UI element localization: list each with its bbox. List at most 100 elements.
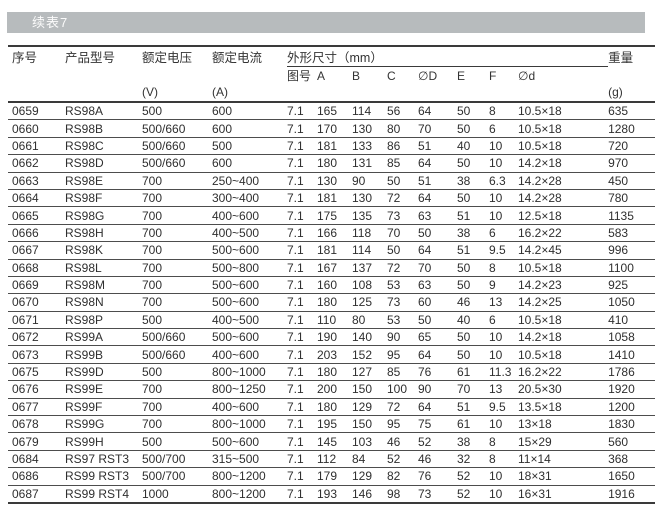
table-cell: 127	[352, 363, 387, 382]
table-cell: 98	[387, 485, 418, 504]
table-cell: 11.3	[489, 363, 518, 382]
table-cell: 7.1	[287, 363, 317, 382]
subheader-e: E	[457, 68, 466, 83]
table-row: 0662 RS98D 500/660 600 7.1 180 131 85 64 50 10 14.2…	[8, 154, 656, 173]
table-cell: 73	[387, 206, 418, 225]
table-cell: 90	[352, 172, 387, 190]
table-cell: 38	[457, 224, 489, 243]
table-cell: 8	[489, 102, 518, 121]
table-cell: 60	[418, 293, 457, 312]
table-cell: 800~1200	[212, 467, 287, 486]
table-cell: 75	[418, 415, 457, 434]
table-cell: 200	[317, 380, 352, 399]
table-cell: 80	[387, 119, 418, 138]
table-cell: 7.1	[287, 398, 317, 417]
table-cell: 180	[317, 154, 352, 173]
table-cell: 114	[352, 241, 387, 260]
table-cell: 170	[317, 119, 352, 138]
table-cell: 500	[142, 432, 212, 451]
table-cell: RS98C	[65, 137, 142, 156]
table-cell: 38	[457, 432, 489, 451]
table-cell: 0675	[8, 363, 65, 382]
table-cell: 7.1	[287, 102, 317, 121]
table-cell: 73	[418, 485, 457, 504]
table-row: 0679 RS99H 500 500~600 7.1 145 103 46 52 38 8 15×29…	[8, 432, 656, 451]
table-cell: RS98K	[65, 241, 142, 260]
table-cell: 70	[418, 119, 457, 138]
table-cell: 400~600	[212, 206, 287, 225]
table-cell: 500~600	[212, 432, 287, 451]
header-current: 额定电流	[212, 45, 287, 67]
table-cell: 90	[387, 328, 418, 347]
table-cell: 53	[387, 311, 418, 330]
table-cell: 76	[418, 467, 457, 486]
table-cell: 250~400	[212, 172, 287, 190]
table-cell: 700	[142, 415, 212, 434]
unit-weight: (g)	[608, 84, 656, 103]
table-cell: 7.1	[287, 137, 317, 156]
table-cell: 6.3	[489, 172, 518, 190]
table-cell: 700	[142, 380, 212, 399]
table-cell: 1786	[608, 363, 656, 382]
table-cell: 129	[352, 467, 387, 486]
table-cell: 500~600	[212, 328, 287, 347]
table-cell: 800~1200	[212, 485, 287, 504]
table-cell: 10	[489, 415, 518, 434]
table-cell: 64	[418, 398, 457, 417]
table-cell: 500/660	[142, 154, 212, 173]
table-cell: 40	[457, 311, 489, 330]
table-cell: 95	[387, 345, 418, 364]
table-cell: 61	[457, 415, 489, 434]
unit-voltage: (V)	[142, 84, 212, 103]
table-cell: 0659	[8, 102, 65, 121]
table-cell: 114	[352, 102, 387, 121]
table-cell: 46	[418, 450, 457, 469]
table-cell: 10	[489, 467, 518, 486]
table-cell: 72	[387, 398, 418, 417]
subheader-f: F	[489, 68, 497, 83]
table-cell: 65	[418, 328, 457, 347]
table-cell: 51	[457, 241, 489, 260]
table-cell: 50	[457, 328, 489, 347]
table-cell: 315~500	[212, 450, 287, 469]
table-cell: 0662	[8, 154, 65, 173]
table-cell: 175	[317, 206, 352, 225]
table-cell: 13.5×18	[518, 398, 609, 417]
table-cell: 500	[212, 137, 287, 156]
table-cell: 0665	[8, 206, 65, 225]
table-cell: 500/660	[142, 137, 212, 156]
table-cell: 166	[317, 224, 352, 243]
table-cell: 14.2×23	[518, 276, 609, 295]
table-cell: 0671	[8, 311, 65, 330]
table-cell: 7.1	[287, 415, 317, 434]
table-cell: 112	[317, 450, 352, 469]
table-cell: 10.5×18	[518, 119, 609, 138]
table-cell: 7.1	[287, 259, 317, 277]
table-cell: 10	[489, 189, 518, 208]
table-cell: 7.1	[287, 119, 317, 138]
table-cell: 7.1	[287, 328, 317, 347]
table-cell: 9	[489, 276, 518, 295]
table-cell: 145	[317, 432, 352, 451]
table-cell: RS99 RST4	[65, 485, 142, 504]
table-cell: 70	[418, 259, 457, 277]
table-cell: 32	[457, 450, 489, 469]
table-cell: 0661	[8, 137, 65, 156]
table-cell: 970	[608, 154, 656, 173]
table-cell: 0666	[8, 224, 65, 243]
table-cell: 10	[489, 328, 518, 347]
table-cell: 925	[608, 276, 656, 295]
table-cell: 13	[489, 380, 518, 399]
table-cell: 160	[317, 276, 352, 295]
table-cell: RS98A	[65, 102, 142, 121]
table-row: 0666 RS98H 700 400~500 7.1 166 118 70 50 38 6 16.2×…	[8, 224, 656, 243]
table-cell: 700	[142, 398, 212, 417]
table-cell: 167	[317, 259, 352, 277]
table-cell: 0670	[8, 293, 65, 312]
table-cell: RS98P	[65, 311, 142, 330]
table-cell: 700	[142, 241, 212, 260]
table-cell: 368	[608, 450, 656, 469]
table-cell: 165	[317, 102, 352, 121]
table-cell: 8	[489, 450, 518, 469]
table-cell: 135	[352, 206, 387, 225]
